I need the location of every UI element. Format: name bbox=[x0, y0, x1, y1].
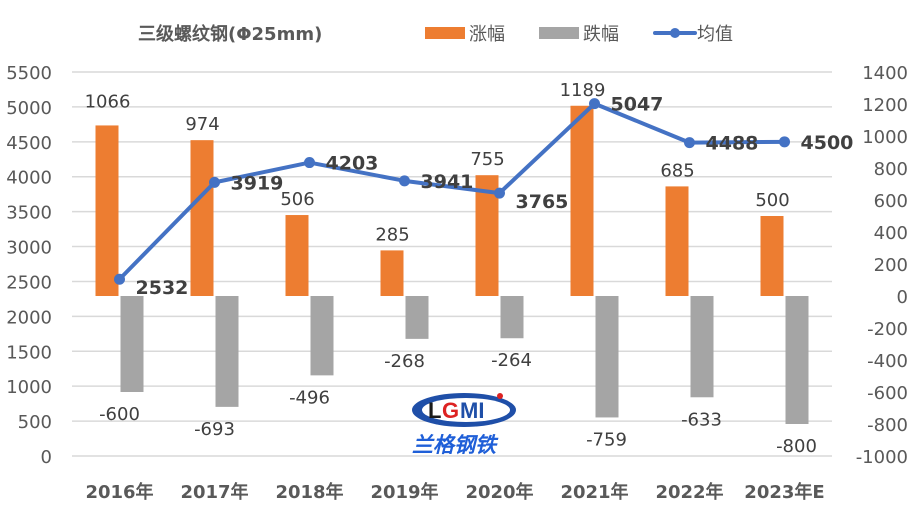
legend-item-rise: 涨幅 bbox=[425, 20, 505, 46]
rise-label: 1066 bbox=[85, 91, 131, 112]
average-marker bbox=[209, 176, 220, 188]
rise-bar bbox=[380, 250, 404, 296]
average-marker bbox=[399, 175, 410, 187]
category-label: 2022年 bbox=[655, 481, 723, 503]
fall-bar bbox=[785, 296, 809, 424]
legend-label-rise: 涨幅 bbox=[469, 24, 505, 45]
left-axis-tick: 5000 bbox=[6, 98, 52, 119]
right-axis-tick: -800 bbox=[867, 415, 908, 436]
right-axis-tick: 800 bbox=[874, 159, 908, 180]
fall-bar bbox=[215, 296, 239, 407]
right-axis-tick: 0 bbox=[897, 287, 908, 308]
average-marker bbox=[304, 157, 315, 169]
svg-text:G: G bbox=[442, 398, 459, 423]
fall-label: -268 bbox=[384, 351, 425, 372]
fall-label: -759 bbox=[586, 429, 627, 450]
average-label: 3941 bbox=[421, 171, 474, 193]
fall-label: -600 bbox=[99, 404, 140, 425]
svg-text:L: L bbox=[428, 398, 441, 423]
fall-bar bbox=[690, 296, 714, 398]
rise-label: 500 bbox=[755, 190, 789, 211]
fall-label: -800 bbox=[776, 436, 817, 457]
fall-label: -496 bbox=[289, 387, 330, 408]
legend-swatch-rise-icon bbox=[425, 27, 465, 39]
category-label: 2016年 bbox=[85, 481, 153, 503]
left-axis-tick: 2000 bbox=[6, 307, 52, 328]
fall-bar bbox=[405, 296, 429, 339]
left-axis-tick: 1500 bbox=[6, 342, 52, 363]
rise-label: 506 bbox=[280, 189, 314, 210]
left-axis-tick: 3000 bbox=[6, 238, 52, 259]
legend-label-average: 均值 bbox=[697, 24, 733, 45]
left-axis-tick: 4000 bbox=[6, 168, 52, 189]
fall-label: -633 bbox=[681, 409, 722, 430]
rise-bar bbox=[285, 215, 309, 296]
left-axis-tick: 3500 bbox=[6, 203, 52, 224]
right-axis-tick: -400 bbox=[867, 351, 908, 372]
right-axis-tick: -600 bbox=[867, 383, 908, 404]
rise-label: 285 bbox=[375, 224, 409, 245]
category-label: 2018年 bbox=[275, 481, 343, 503]
rise-bar bbox=[665, 186, 689, 296]
rise-label: 974 bbox=[185, 114, 219, 135]
average-line bbox=[118, 101, 785, 281]
average-label: 2532 bbox=[136, 277, 189, 299]
left-axis-tick: 500 bbox=[18, 412, 52, 433]
rise-bar bbox=[475, 175, 499, 296]
left-axis-tick: 2500 bbox=[6, 272, 52, 293]
right-axis-tick: 200 bbox=[874, 255, 908, 276]
average-label: 4500 bbox=[801, 132, 854, 154]
right-axis-tick: 1400 bbox=[862, 63, 908, 84]
average-label: 4203 bbox=[326, 153, 379, 175]
legend-item-average: 均值 bbox=[653, 20, 733, 46]
category-label: 2021年 bbox=[560, 481, 628, 503]
category-label: 2020年 bbox=[465, 481, 533, 503]
rise-bar bbox=[570, 105, 594, 296]
right-axis-tick: -1000 bbox=[856, 447, 908, 468]
chart-title: 三级螺纹钢(Φ25mm) bbox=[138, 24, 323, 45]
average-marker bbox=[779, 136, 790, 148]
rise-label: 1189 bbox=[560, 80, 606, 101]
rise-label: 755 bbox=[470, 149, 504, 170]
rise-label: 685 bbox=[660, 160, 694, 181]
category-label: 2017年 bbox=[180, 481, 248, 503]
left-axis-tick: 1000 bbox=[6, 377, 52, 398]
svg-text:兰格钢铁: 兰格钢铁 bbox=[412, 432, 499, 456]
left-axis-tick: 4500 bbox=[6, 133, 52, 154]
rise-bar bbox=[190, 140, 214, 296]
right-axis-tick: 1000 bbox=[862, 127, 908, 148]
lgmi-logo-icon: L G MI 兰格钢铁 bbox=[412, 393, 516, 456]
average-marker bbox=[494, 187, 505, 199]
fall-label: -693 bbox=[194, 419, 235, 440]
fall-bar bbox=[595, 296, 619, 418]
average-label: 5047 bbox=[611, 94, 664, 116]
rise-bar bbox=[760, 216, 784, 296]
right-axis-tick: 1200 bbox=[862, 95, 908, 116]
fall-label: -264 bbox=[491, 350, 532, 371]
right-axis-tick: -200 bbox=[867, 319, 908, 340]
right-axis-tick: 600 bbox=[874, 191, 908, 212]
left-axis-tick: 5500 bbox=[6, 63, 52, 84]
average-marker bbox=[114, 273, 125, 285]
legend-item-fall: 跌幅 bbox=[539, 20, 619, 46]
legend-swatch-fall-icon bbox=[539, 27, 579, 39]
average-label: 3765 bbox=[516, 191, 569, 213]
rise-bar bbox=[95, 125, 119, 296]
category-label: 2023年E bbox=[744, 481, 824, 503]
legend-label-fall: 跌幅 bbox=[583, 24, 619, 45]
average-label: 3919 bbox=[231, 172, 284, 194]
legend: 涨幅 跌幅 均值 bbox=[425, 20, 767, 46]
svg-text:MI: MI bbox=[460, 398, 484, 423]
average-marker bbox=[589, 98, 600, 110]
average-label: 4488 bbox=[706, 133, 759, 155]
fall-bar bbox=[310, 296, 334, 376]
fall-bar bbox=[500, 296, 524, 339]
legend-line-marker-icon bbox=[653, 28, 697, 38]
average-marker bbox=[684, 137, 695, 149]
right-axis-tick: 400 bbox=[874, 223, 908, 244]
fall-bar bbox=[120, 296, 144, 392]
left-axis-tick: 0 bbox=[41, 447, 52, 468]
category-label: 2019年 bbox=[370, 481, 438, 503]
